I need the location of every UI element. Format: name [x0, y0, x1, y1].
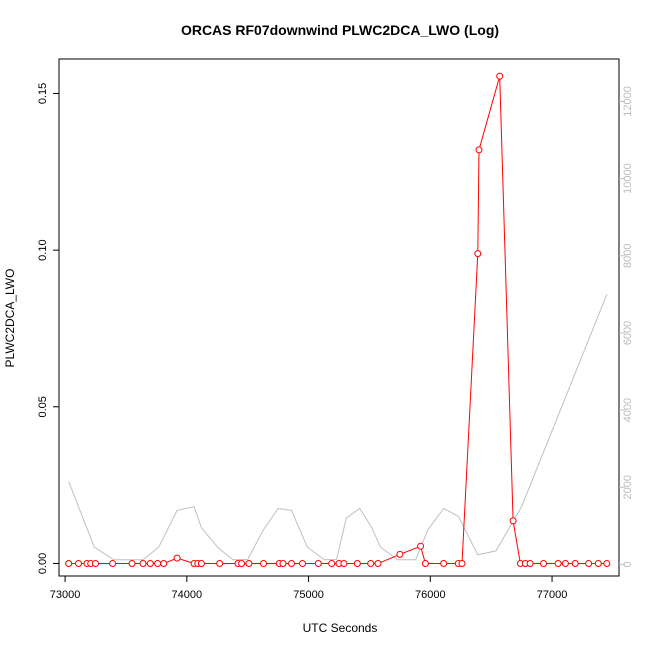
data-point — [299, 560, 306, 567]
x-axis-label: UTC Seconds — [303, 621, 378, 635]
data-point — [353, 560, 361, 567]
data-point — [396, 550, 404, 558]
data-point — [509, 517, 517, 525]
y-right-tick-label: 8000 — [622, 244, 634, 268]
y-tick-label: 0.05 — [37, 396, 49, 417]
x-tick-label: 74000 — [172, 589, 203, 601]
data-point — [417, 542, 425, 550]
data-point — [154, 560, 162, 567]
data-point — [585, 560, 593, 567]
y-tick-label: 0.15 — [37, 83, 49, 104]
data-point — [260, 560, 267, 567]
y-axis-right: 0 2000 4000 6000 8000 10000 12000 — [619, 86, 634, 567]
data-point — [160, 560, 168, 567]
data-point — [92, 560, 99, 567]
x-tick-label: 73000 — [50, 589, 81, 601]
series-layer — [65, 72, 611, 567]
data-point — [594, 560, 602, 567]
data-point — [245, 560, 253, 567]
secondary-series-line — [68, 294, 608, 561]
data-point — [146, 560, 154, 567]
data-point — [421, 560, 429, 567]
data-point — [367, 560, 375, 567]
y-axis-left: 0.00 0.05 0.10 0.15 — [37, 83, 59, 574]
y-tick-label: 0.10 — [37, 239, 49, 260]
plot-frame — [58, 58, 620, 577]
y-right-tick-label: 2000 — [622, 475, 634, 499]
y-right-tick-label: 10000 — [622, 163, 634, 194]
data-point — [340, 560, 348, 567]
data-point — [238, 560, 246, 567]
data-point — [328, 560, 336, 567]
data-point — [65, 560, 73, 567]
y-tick-label: 0.00 — [37, 553, 49, 574]
data-point — [561, 560, 569, 567]
data-point — [571, 560, 579, 567]
y-right-tick-label: 6000 — [622, 321, 634, 345]
x-tick-label: 76000 — [415, 589, 446, 601]
y-right-tick-label: 0 — [622, 561, 634, 567]
data-point — [496, 72, 504, 80]
data-point — [139, 560, 147, 567]
data-point — [279, 560, 287, 567]
data-point — [173, 554, 181, 562]
data-point — [374, 560, 382, 567]
x-tick-label: 75000 — [293, 589, 324, 601]
data-point — [603, 560, 611, 567]
y-right-tick-label: 12000 — [622, 86, 634, 117]
x-axis: 73000 74000 75000 76000 77000 — [50, 576, 568, 601]
data-point — [440, 560, 448, 567]
data-point — [216, 560, 224, 567]
primary-series-line — [68, 76, 607, 564]
data-point — [474, 250, 482, 258]
data-point — [540, 560, 547, 567]
y-axis-label: PLWC2DCA_LWO — [3, 269, 17, 368]
data-point — [314, 560, 322, 567]
data-point — [197, 560, 205, 567]
data-point — [75, 560, 82, 567]
x-tick-label: 77000 — [537, 589, 568, 601]
data-point — [109, 560, 117, 567]
data-point — [554, 560, 562, 567]
data-point — [475, 146, 483, 154]
data-point — [128, 560, 136, 567]
data-point — [458, 560, 466, 567]
y-right-tick-label: 4000 — [622, 398, 634, 422]
data-point — [526, 560, 534, 567]
data-point — [288, 560, 295, 567]
chart-title: ORCAS RF07downwind PLWC2DCA_LWO (Log) — [181, 22, 499, 38]
